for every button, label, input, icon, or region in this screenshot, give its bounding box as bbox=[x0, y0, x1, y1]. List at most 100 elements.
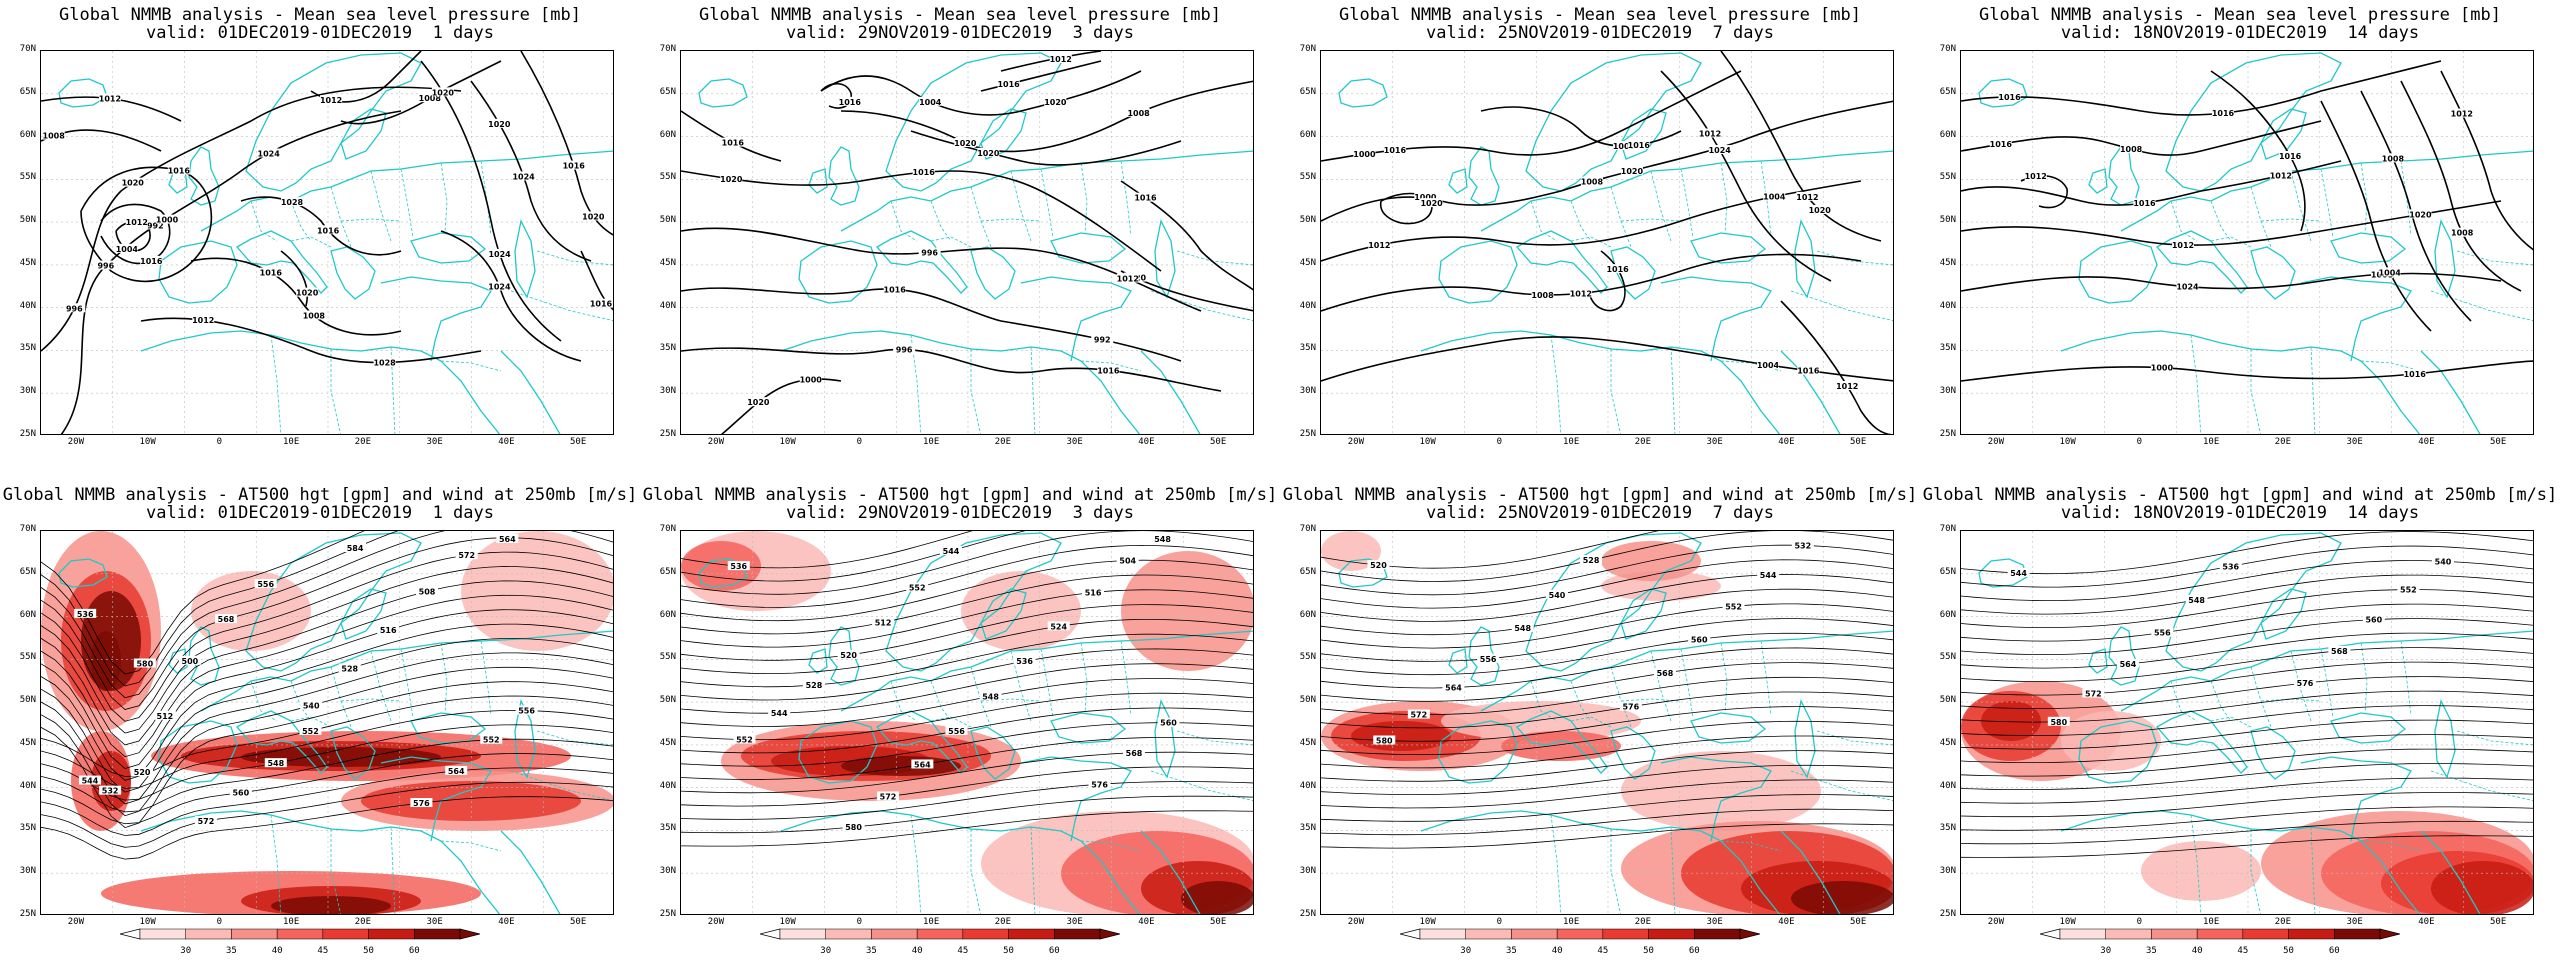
wind-speed-shading bbox=[2431, 861, 2533, 914]
contour-label: 996 bbox=[921, 249, 938, 258]
colorbar-label: 40 bbox=[2191, 946, 2203, 956]
contour-label: 1016 bbox=[2404, 370, 2427, 379]
wind-speed-colorbar: 30 35 40 45 50 60 bbox=[2040, 928, 2480, 958]
colorbar-label: 35 bbox=[1506, 946, 1517, 956]
wind-speed-colorbar: 30 35 40 45 50 60 bbox=[120, 928, 560, 958]
contour-label: 556 bbox=[2154, 629, 2171, 638]
contour-label: 1016 bbox=[1990, 140, 2013, 149]
contour-label: 564 bbox=[1445, 683, 1462, 692]
wind-speed-shading bbox=[681, 541, 761, 591]
map-panel-p12: Global NMMB analysis - AT500 hgt [gpm] a… bbox=[1280, 480, 1920, 960]
latitude-label: 60N bbox=[19, 609, 36, 620]
colorbar-swatch bbox=[2059, 928, 2106, 940]
contour-label: 1008 bbox=[303, 311, 326, 320]
longitude-label: 50E bbox=[569, 917, 587, 927]
contour-label: 1016 bbox=[1097, 366, 1120, 375]
longitude-label: 50E bbox=[2489, 917, 2507, 927]
longitude-label: 20W bbox=[67, 917, 84, 927]
contour-label: 1020 bbox=[1044, 98, 1067, 107]
latitude-label: 50N bbox=[1299, 215, 1316, 226]
wind-speed-shading bbox=[2141, 841, 2261, 901]
latitude-label: 65N bbox=[1939, 86, 1956, 97]
country-borders bbox=[250, 160, 613, 434]
latitude-label: 65N bbox=[19, 86, 36, 97]
contour-label: 556 bbox=[948, 727, 965, 736]
colorbar-swatch bbox=[368, 928, 415, 940]
country-borders bbox=[2170, 160, 2533, 434]
contour-label: 512 bbox=[157, 712, 174, 721]
colorbar-swatch bbox=[2196, 928, 2244, 940]
contour-label: 1024 bbox=[1709, 146, 1732, 155]
contour-label: 1008 bbox=[1581, 177, 1604, 186]
latitude-label: 55N bbox=[1939, 172, 1956, 183]
longitude-label: 10E bbox=[922, 437, 940, 447]
contour-label: 532 bbox=[102, 787, 119, 796]
latitude-label: 60N bbox=[659, 129, 676, 140]
latitude-label: 65N bbox=[659, 566, 676, 577]
longitude-label: 50E bbox=[1849, 437, 1867, 447]
contour-label: 552 bbox=[2400, 586, 2417, 595]
contour-label: 1016 bbox=[722, 139, 745, 148]
wind-speed-shading bbox=[1321, 531, 1381, 571]
latitude-label: 30N bbox=[19, 386, 36, 397]
contour-labels: 1020 996 992 996 1000 1004 1008 1020 1016 1016 101… bbox=[720, 54, 1157, 407]
latitude-label: 50N bbox=[659, 215, 676, 226]
contour-label: 580 bbox=[2050, 718, 2067, 727]
colorbar-swatch bbox=[1054, 928, 1101, 940]
latitude-label: 55N bbox=[1299, 172, 1316, 183]
contour-label: 508 bbox=[419, 588, 436, 597]
contour-label: 556 bbox=[518, 707, 535, 716]
longitude-label: 20E bbox=[994, 917, 1011, 927]
map-area: 536 556 564 568 572 500 508 512 516 520 528 532 540 5… bbox=[40, 530, 614, 915]
colorbar-label: 50 bbox=[2283, 946, 2294, 956]
height-contours bbox=[1961, 531, 2533, 858]
colorbar-swatch bbox=[2151, 928, 2198, 940]
longitude-label: 20E bbox=[2274, 917, 2291, 927]
longitude-label: 10E bbox=[282, 917, 300, 927]
panel-valid-range: valid: 01DEC2019-01DEC2019 1 days bbox=[146, 503, 494, 523]
contour-label: 552 bbox=[1725, 602, 1742, 611]
contour-label: 1000 bbox=[156, 216, 179, 225]
contour-label: 548 bbox=[2188, 596, 2205, 605]
longitude-label: 10W bbox=[1419, 917, 1436, 927]
longitude-label: 30E bbox=[426, 437, 443, 447]
longitude-label: 50E bbox=[569, 437, 587, 447]
longitude-label: 20E bbox=[354, 917, 371, 927]
longitude-label: 10E bbox=[922, 917, 940, 927]
panel-valid-range: valid: 25NOV2019-01DEC2019 7 days bbox=[1426, 503, 1774, 523]
latitude-label: 55N bbox=[19, 652, 36, 663]
colorbar-label: 45 bbox=[317, 946, 329, 956]
longitude-label: 30E bbox=[2346, 917, 2363, 927]
contour-label: 1012 bbox=[2451, 110, 2473, 119]
longitude-label: 20E bbox=[994, 437, 1011, 447]
longitude-label: 10W bbox=[1419, 437, 1436, 447]
longitude-label: 20E bbox=[1634, 437, 1651, 447]
latitude-label: 35N bbox=[1299, 823, 1316, 834]
map-svg: 520 528 532 540 544 548 552 556 560 564 568 572 576 5… bbox=[1321, 531, 1893, 914]
contour-label: 552 bbox=[302, 727, 319, 736]
longitude-label: 20W bbox=[1987, 437, 2004, 447]
longitude-label: 10E bbox=[282, 437, 300, 447]
contour-label: 580 bbox=[136, 660, 153, 669]
contour-label: 548 bbox=[1514, 624, 1531, 633]
contour-label: 1012 bbox=[2172, 241, 2194, 250]
contour-label: 1016 bbox=[1797, 367, 1820, 376]
contour-label: 1016 bbox=[260, 269, 283, 278]
colorbar-label: 40 bbox=[911, 946, 923, 956]
contour-label: 1008 bbox=[2451, 229, 2474, 238]
contour-label: 1012 bbox=[1368, 241, 1390, 250]
latitude-label: 50N bbox=[659, 695, 676, 706]
contour-label: 552 bbox=[483, 736, 500, 745]
contour-label: 532 bbox=[1794, 541, 1811, 550]
contour-label: 1004 bbox=[116, 245, 139, 254]
panel-valid-range: valid: 01DEC2019-01DEC2019 1 days bbox=[146, 23, 494, 43]
colorbar-swatch bbox=[276, 928, 324, 940]
contour-label: 524 bbox=[1050, 622, 1067, 631]
colorbar-swatch bbox=[322, 928, 369, 940]
contour-label: 1020 bbox=[582, 212, 605, 221]
longitude-label: 20E bbox=[2274, 437, 2291, 447]
longitude-label: 10W bbox=[2059, 437, 2076, 447]
contour-label: 568 bbox=[1126, 749, 1143, 758]
colorbar-swatch bbox=[916, 928, 964, 940]
longitude-label: 20W bbox=[707, 437, 724, 447]
